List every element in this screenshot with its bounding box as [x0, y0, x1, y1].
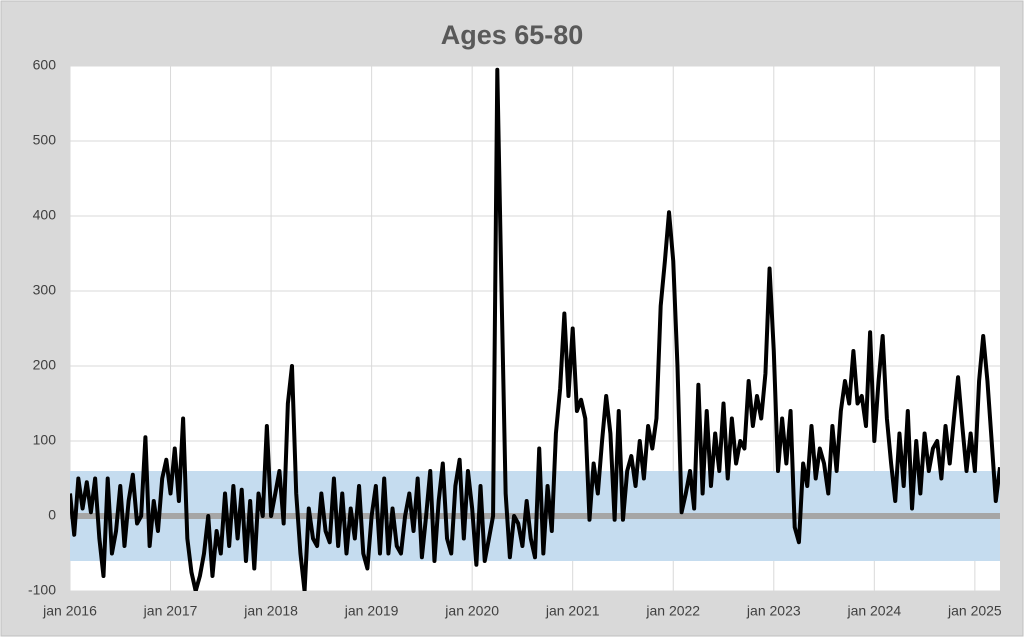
x-tick-label: jan 2024	[846, 603, 901, 619]
y-tick-label: 200	[33, 357, 57, 373]
x-tick-label: jan 2016	[42, 603, 97, 619]
x-tick-label: jan 2017	[143, 603, 198, 619]
y-tick-label: 400	[33, 207, 57, 223]
y-tick-label: 0	[48, 507, 56, 523]
x-tick-label: jan 2023	[746, 603, 801, 619]
plot	[70, 67, 1000, 591]
x-tick-label: jan 2021	[545, 603, 600, 619]
y-tick-label: 300	[33, 282, 57, 298]
x-tick-label: jan 2018	[243, 603, 298, 619]
data-line	[70, 67, 1000, 591]
y-tick-label: 500	[33, 132, 57, 148]
y-tick-label: -100	[28, 582, 56, 598]
labels: -100 0 100 200 300 400 500 600 jan 2016 jan 2017 j…	[28, 57, 1002, 619]
x-tick-label: jan 2019	[344, 603, 399, 619]
y-tick-label: 600	[33, 57, 57, 73]
chart-title: Ages 65-80	[441, 20, 584, 50]
x-tick-label: jan 2022	[645, 603, 700, 619]
x-tick-label: jan 2025	[947, 603, 1002, 619]
x-tick-label: jan 2020	[444, 603, 499, 619]
y-tick-label: 100	[33, 432, 57, 448]
